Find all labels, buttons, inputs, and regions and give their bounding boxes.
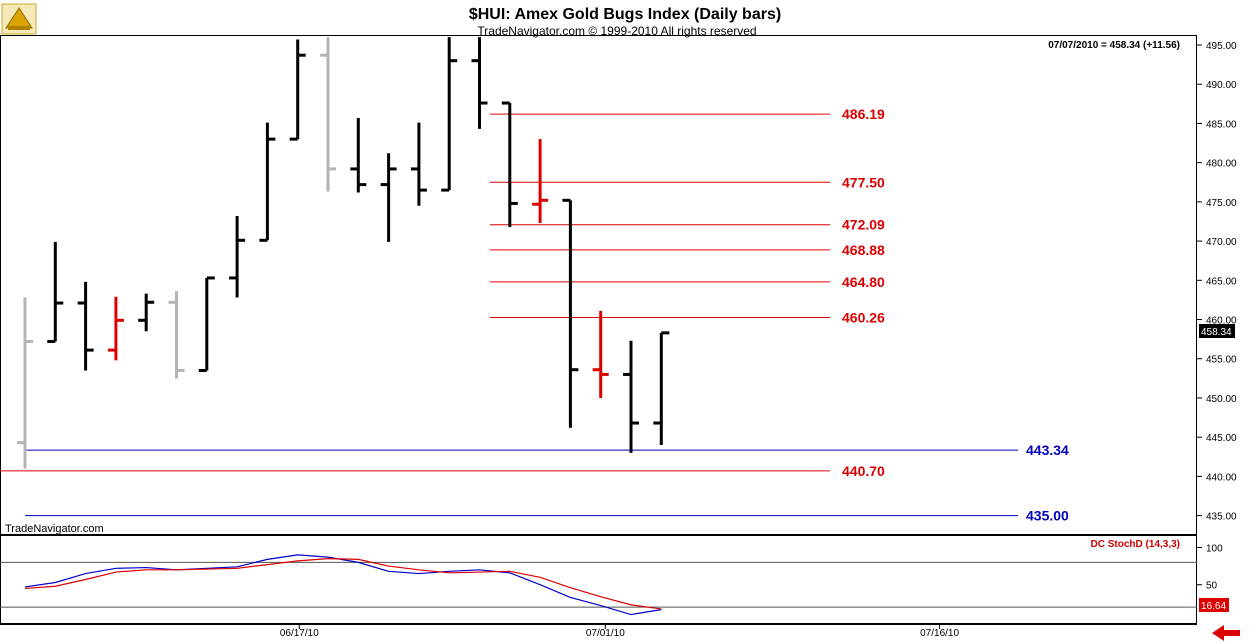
x-tick-label: 06/17/10 xyxy=(280,628,319,639)
y-tick-label: 475.00 xyxy=(1206,198,1237,209)
time-x-axis: 06/17/10 07/01/10 07/16/10 xyxy=(280,624,959,639)
y-tick-label: 480.00 xyxy=(1206,159,1237,170)
scroll-left-arrow-icon[interactable] xyxy=(1212,625,1240,641)
stochastic-tick-label: 100 xyxy=(1206,543,1223,554)
y-tick-label: 435.00 xyxy=(1206,512,1237,523)
copyright-text: TradeNavigator.com © 1999-2010 All right… xyxy=(477,24,756,38)
stochastic-panel: 50 100 xyxy=(0,543,1223,616)
ohlc-bar xyxy=(320,37,336,192)
price-bars xyxy=(17,37,670,469)
ohlc-bar xyxy=(471,37,488,129)
level-label: 486.19 xyxy=(842,106,885,122)
y-tick-label: 470.00 xyxy=(1206,237,1237,248)
tradenavigator-logo xyxy=(1,3,37,35)
ohlc-bar xyxy=(47,241,64,343)
indicator-panel-frame xyxy=(0,535,1197,624)
level-label: 472.09 xyxy=(842,217,885,233)
stochastic-last-tag: 16.64 xyxy=(1199,598,1229,612)
y-tick-label: 485.00 xyxy=(1206,119,1237,130)
level-label: 443.34 xyxy=(1026,442,1069,458)
ohlc-bar xyxy=(259,122,276,242)
last-value-info: 07/07/2010 = 458.34 (+11.56) xyxy=(1048,40,1180,51)
level-label: 435.00 xyxy=(1026,508,1069,524)
ohlc-bar xyxy=(501,101,518,227)
ohlc-bar xyxy=(168,291,185,379)
y-tick-label: 450.00 xyxy=(1206,394,1237,405)
ohlc-bar xyxy=(107,296,124,361)
ohlc-bar xyxy=(77,281,94,371)
level-label: 468.88 xyxy=(842,242,885,258)
ohlc-bar xyxy=(592,310,609,398)
stochastic-last-label: 16.64 xyxy=(1201,601,1226,612)
ohlc-bar xyxy=(532,139,549,224)
level-label: 460.26 xyxy=(842,309,885,325)
stochastic-tick-label: 50 xyxy=(1206,581,1218,592)
ohlc-bar xyxy=(623,340,639,453)
y-tick-label: 455.00 xyxy=(1206,355,1237,366)
ohlc-bar xyxy=(17,297,33,469)
ohlc-bar xyxy=(380,153,397,242)
ohlc-bar xyxy=(350,117,367,193)
last-price-tag: 458.34 xyxy=(1199,324,1235,338)
x-tick-label: 07/01/10 xyxy=(586,628,625,639)
ohlc-bar xyxy=(198,276,215,372)
ohlc-bar xyxy=(138,293,155,332)
price-panel-frame xyxy=(0,35,1197,535)
y-tick-label: 490.00 xyxy=(1206,80,1237,91)
ohlc-bar xyxy=(229,215,246,298)
ohlc-bar xyxy=(441,37,458,192)
watermark-text: TradeNavigator.com xyxy=(5,523,104,535)
y-tick-label: 445.00 xyxy=(1206,433,1237,444)
y-tick-label: 465.00 xyxy=(1206,276,1237,287)
price-levels: 486.19 477.50 472.09 468.88 464.80 460.26 443.… xyxy=(0,106,1069,524)
ohlc-bar xyxy=(653,331,670,446)
price-y-axis: 435.00 440.00 445.00 450.00 455.00 460.00 465.… xyxy=(1197,41,1237,523)
ohlc-bar xyxy=(562,198,579,428)
ohlc-bar xyxy=(289,39,306,141)
y-tick-label: 440.00 xyxy=(1206,472,1237,483)
stochastic-series-slow xyxy=(24,558,662,610)
last-price-label: 458.34 xyxy=(1201,327,1232,338)
level-label: 464.80 xyxy=(842,274,885,290)
chart-title: $HUI: Amex Gold Bugs Index (Daily bars) xyxy=(469,6,781,23)
x-tick-label: 07/16/10 xyxy=(920,628,959,639)
stochastic-series-fast xyxy=(24,554,662,616)
level-label: 440.70 xyxy=(842,463,885,479)
level-label: 477.50 xyxy=(842,174,885,190)
ohlc-bar xyxy=(410,122,427,206)
stochastic-title: DC StochD (14,3,3) xyxy=(1091,539,1180,550)
y-tick-label: 495.00 xyxy=(1206,41,1237,52)
y-tick-label: 460.00 xyxy=(1206,316,1237,327)
